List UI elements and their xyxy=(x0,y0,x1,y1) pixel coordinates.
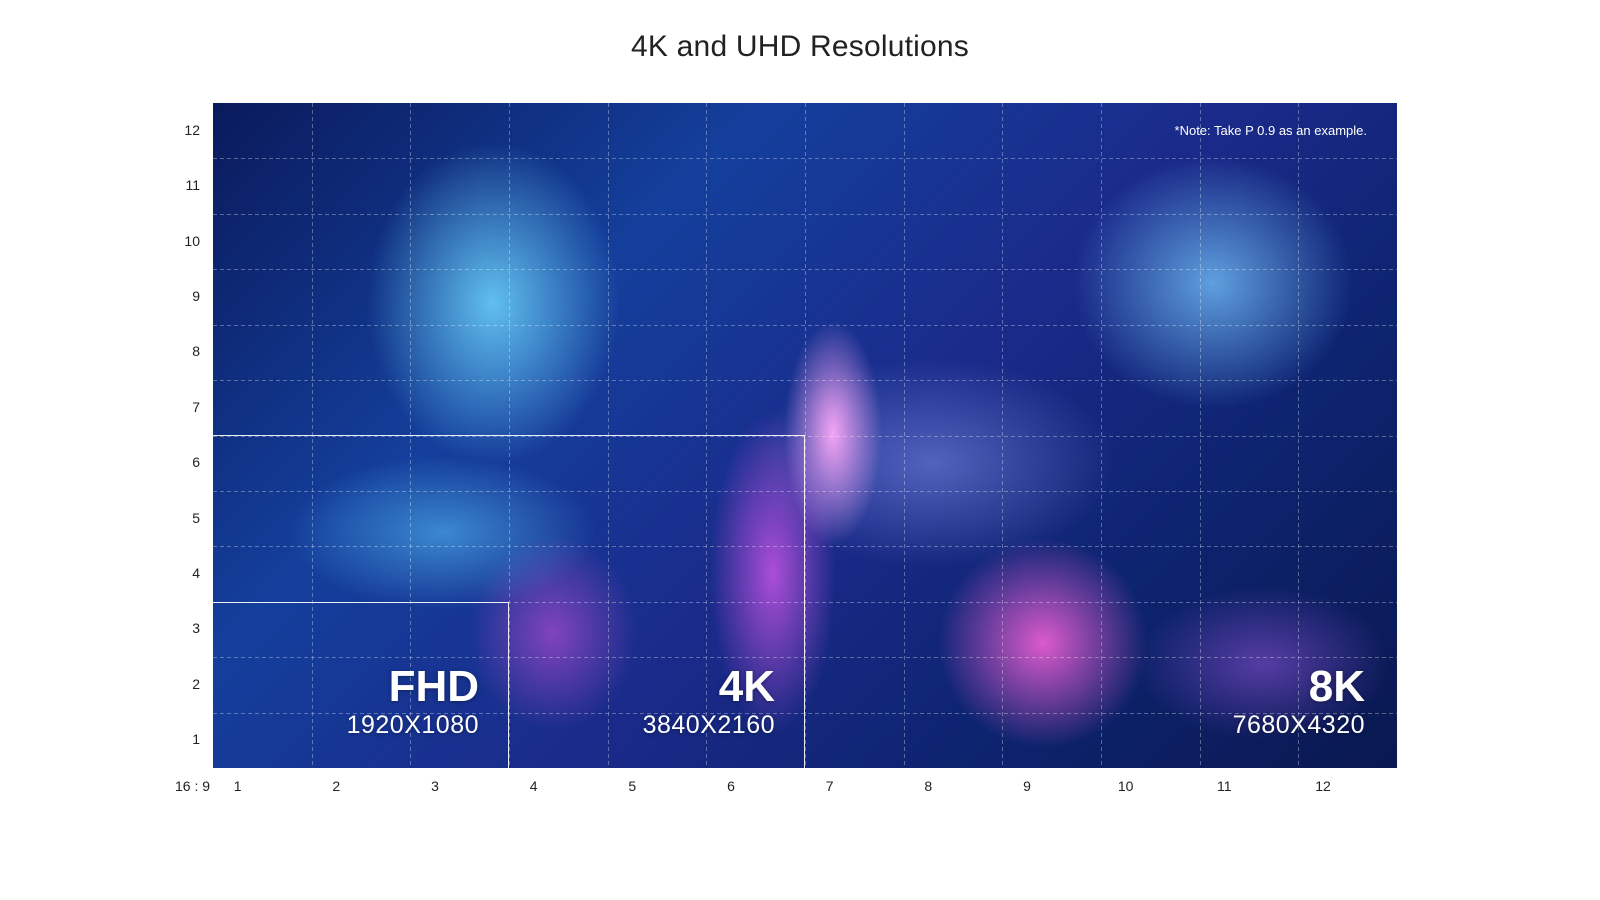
y-tick-label: 4 xyxy=(192,565,200,582)
8k-name: 8K xyxy=(1308,662,1365,711)
fhd-box xyxy=(213,602,509,768)
y-tick-label: 11 xyxy=(185,177,200,194)
y-tick-label: 2 xyxy=(192,675,200,692)
x-tick-label: 4 xyxy=(529,778,538,794)
4k-label: 4K 3840X2160 xyxy=(643,664,775,740)
8k-dims: 7680X4320 xyxy=(1232,711,1365,739)
x-tick-label: 8 xyxy=(924,778,933,794)
x-tick-label: 5 xyxy=(628,778,637,794)
note-text: *Note: Take P 0.9 as an example. xyxy=(1174,123,1367,138)
4k-box xyxy=(213,435,805,768)
y-tick-label: 12 xyxy=(184,121,200,138)
page-title: 4K and UHD Resolutions xyxy=(631,30,969,63)
fhd-dims: 1920X1080 xyxy=(346,711,479,739)
x-tick-label: 11 xyxy=(1217,778,1232,794)
aspect-ratio-label: 16 : 9 xyxy=(175,778,211,794)
4k-name: 4K xyxy=(718,662,775,711)
y-tick-label: 5 xyxy=(192,509,200,526)
y-tick-label: 7 xyxy=(192,398,200,415)
4k-dims: 3840X2160 xyxy=(642,711,775,739)
x-tick-label: 6 xyxy=(727,778,735,794)
x-tick-label: 7 xyxy=(825,778,834,794)
x-tick-label: 10 xyxy=(1117,778,1134,794)
y-tick-label: 1 xyxy=(192,731,200,748)
y-tick-label: 6 xyxy=(192,454,200,471)
y-tick-label: 10 xyxy=(184,232,200,249)
resolution-panel: FHD 1920X1080 4K 3840X2160 8K 7680X4320 … xyxy=(213,103,1397,768)
x-tick-label: 3 xyxy=(431,778,439,794)
y-tick-label: 9 xyxy=(192,287,200,304)
x-tick-label: 2 xyxy=(332,778,341,794)
fhd-name: FHD xyxy=(388,662,479,711)
8k-label: 8K 7680X4320 xyxy=(1233,664,1365,740)
fhd-label: FHD 1920X1080 xyxy=(347,664,479,740)
y-tick-label: 3 xyxy=(192,620,200,637)
x-tick-label: 9 xyxy=(1023,778,1031,794)
y-tick-label: 8 xyxy=(192,343,200,360)
x-tick-label: 1 xyxy=(233,778,242,794)
x-tick-label: 12 xyxy=(1315,778,1331,794)
